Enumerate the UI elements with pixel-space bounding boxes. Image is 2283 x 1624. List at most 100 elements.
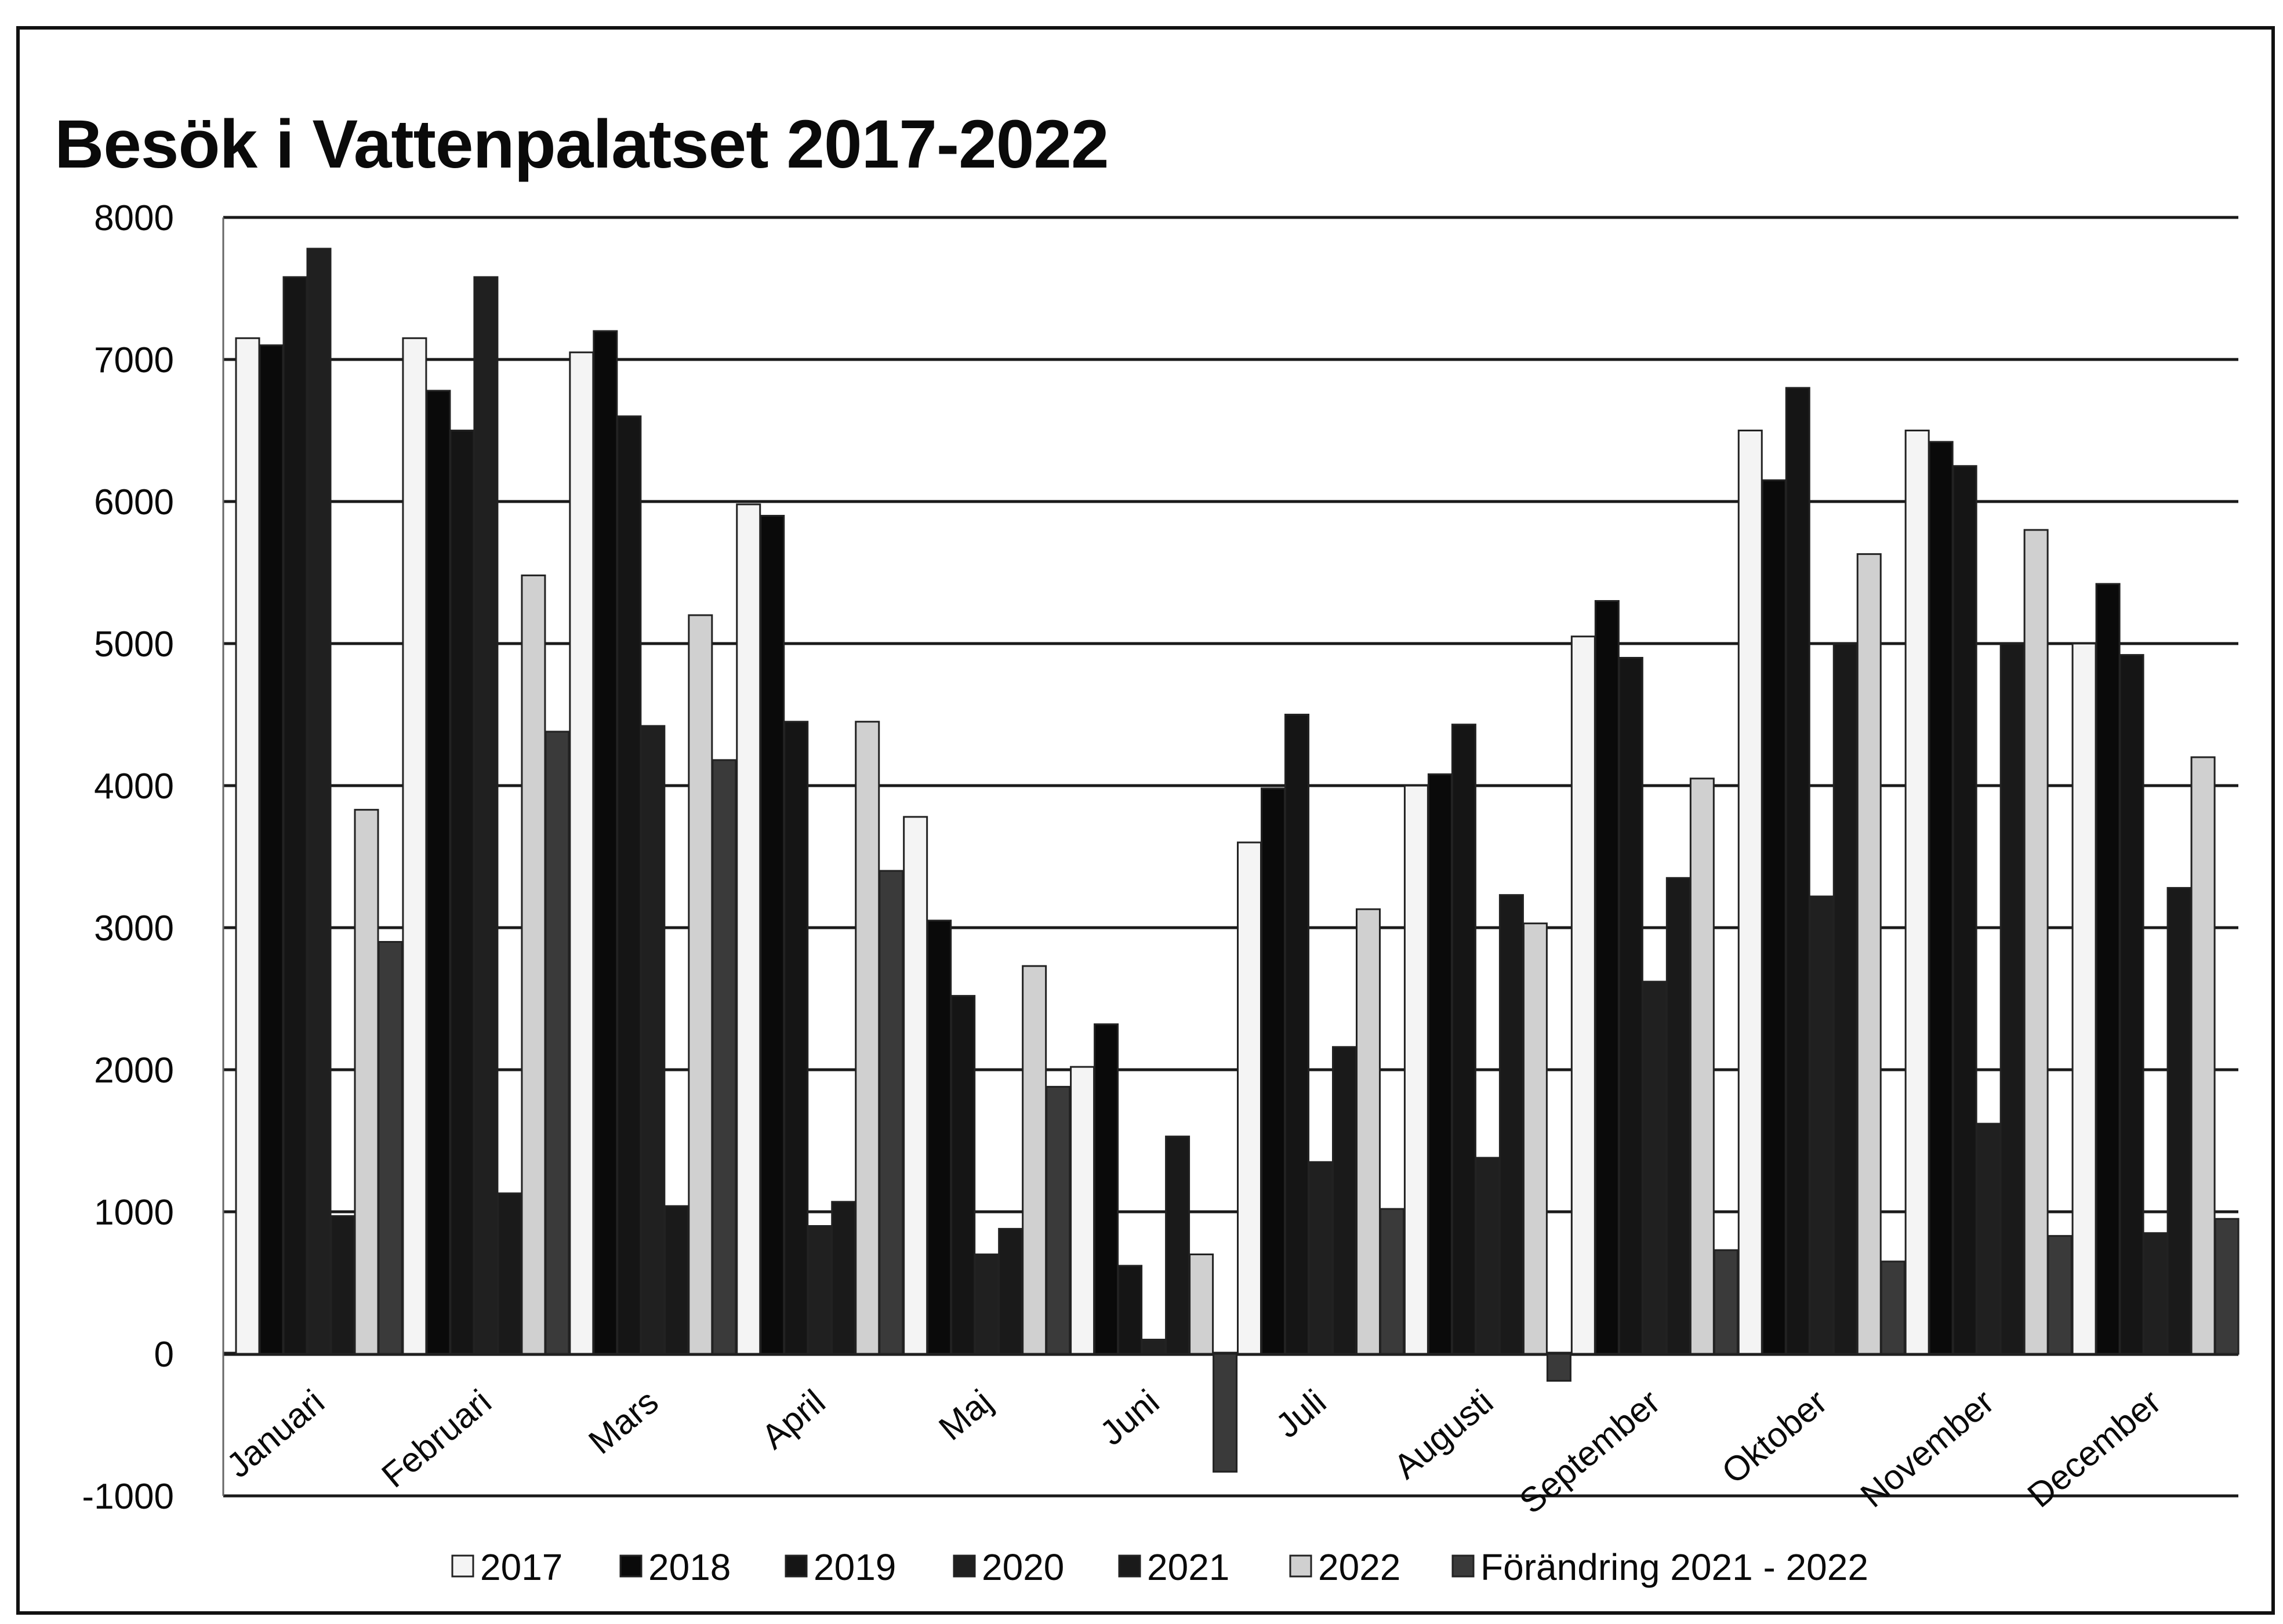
y-axis: 8000 7000 6000 5000 4000 3000 2000 1000 0 -1000 <box>82 198 174 1517</box>
bar <box>927 920 952 1355</box>
bar <box>736 503 761 1355</box>
bar <box>1403 784 1429 1355</box>
bar <box>402 337 427 1355</box>
legend-swatch <box>619 1554 643 1578</box>
bar <box>1570 635 1596 1355</box>
bar <box>1356 908 1381 1355</box>
category-label: September <box>1512 1382 1667 1521</box>
bar <box>473 276 499 1355</box>
legend-label: 2017 <box>480 1546 562 1588</box>
bar <box>1594 600 1620 1355</box>
bar <box>1046 1085 1071 1355</box>
bar <box>449 430 475 1355</box>
bar <box>378 941 403 1355</box>
bar <box>1427 773 1453 1355</box>
y-tick-label: 7000 <box>94 340 174 380</box>
bar <box>1856 553 1882 1355</box>
bar <box>1761 479 1787 1355</box>
bar <box>1165 1135 1191 1355</box>
y-tick-label: -1000 <box>82 1477 174 1517</box>
legend-swatch <box>785 1554 808 1578</box>
legend-label: Förändring 2021 - 2022 <box>1480 1546 1868 1588</box>
bar <box>1451 724 1476 1355</box>
bar <box>1498 894 1524 1355</box>
bar <box>1713 1249 1738 1355</box>
legend-swatch <box>451 1554 474 1578</box>
bar <box>640 725 666 1355</box>
bar <box>974 1254 1000 1355</box>
legend-label: 2020 <box>982 1546 1064 1588</box>
bar <box>235 337 260 1355</box>
legend-label: 2019 <box>814 1546 896 1588</box>
bar <box>1522 922 1548 1355</box>
bar <box>1928 441 1954 1355</box>
bar <box>1380 1208 1404 1355</box>
bar <box>1689 778 1715 1355</box>
chart-title: Besök i Vattenpalatset 2017-2022 <box>55 106 1109 183</box>
bar <box>2023 529 2049 1355</box>
bar <box>1475 1157 1500 1355</box>
legend-swatch <box>1451 1554 1475 1578</box>
bar <box>807 1225 833 1355</box>
bar <box>950 995 976 1355</box>
y-tick-label: 3000 <box>94 909 174 949</box>
bar <box>593 330 618 1355</box>
legend-swatch <box>1118 1554 1141 1578</box>
bar <box>1904 430 1930 1355</box>
bar <box>1189 1254 1214 1355</box>
bar <box>2143 1232 2168 1355</box>
bar <box>259 344 284 1355</box>
bar <box>831 1201 856 1355</box>
y-tick-label: 6000 <box>94 482 174 522</box>
legend-label: 2022 <box>1318 1546 1400 1588</box>
legend-swatch <box>953 1554 976 1578</box>
bar <box>2119 654 2144 1355</box>
bar <box>783 721 809 1355</box>
category-label: Januari <box>219 1382 332 1485</box>
y-tick-label: 2000 <box>94 1051 174 1091</box>
category-label: Juni <box>1092 1382 1166 1453</box>
bar <box>1070 1066 1095 1355</box>
y-tick-label: 8000 <box>94 198 174 238</box>
x-axis: Januari Februari Mars April Maj Juni Juli Augus… <box>219 1382 2168 1521</box>
category-label: Juli <box>1268 1382 1333 1445</box>
bar <box>1785 387 1810 1355</box>
bar <box>426 390 451 1355</box>
category-label: Augusti <box>1387 1382 1500 1487</box>
bar <box>2047 1235 2073 1355</box>
bar <box>879 870 904 1355</box>
bar <box>306 248 332 1355</box>
bar <box>1117 1265 1143 1355</box>
y-tick-label: 1000 <box>94 1193 174 1233</box>
legend: 2017 2018 2019 2020 2021 2022 Förändring 2021 … <box>451 1546 1868 1588</box>
bar <box>1141 1339 1167 1355</box>
y-tick-label: 0 <box>154 1335 174 1375</box>
bar <box>1094 1023 1119 1355</box>
category-label: Februari <box>375 1382 499 1495</box>
bar <box>282 276 308 1355</box>
bar <box>760 515 785 1355</box>
category-label: April <box>754 1382 833 1456</box>
bar <box>2214 1218 2240 1355</box>
bar <box>2166 887 2192 1355</box>
bar <box>903 816 928 1355</box>
category-label: Oktober <box>1715 1382 1835 1492</box>
bar <box>1737 430 1763 1355</box>
bar <box>2190 756 2216 1355</box>
category-label: Maj <box>931 1382 999 1448</box>
bar <box>1832 642 1858 1355</box>
bar <box>664 1205 689 1355</box>
legend-label: 2018 <box>648 1546 731 1588</box>
bar <box>1809 895 1834 1355</box>
bar <box>1308 1161 1333 1355</box>
legend-swatch <box>1289 1554 1312 1578</box>
bar <box>521 574 546 1355</box>
bar <box>354 809 379 1355</box>
bar <box>998 1227 1023 1355</box>
bar <box>545 731 570 1355</box>
bar <box>1237 841 1262 1355</box>
bar <box>1952 465 1977 1355</box>
y-tick-label: 5000 <box>94 624 174 664</box>
bar <box>1261 787 1286 1355</box>
bar <box>1618 657 1643 1355</box>
